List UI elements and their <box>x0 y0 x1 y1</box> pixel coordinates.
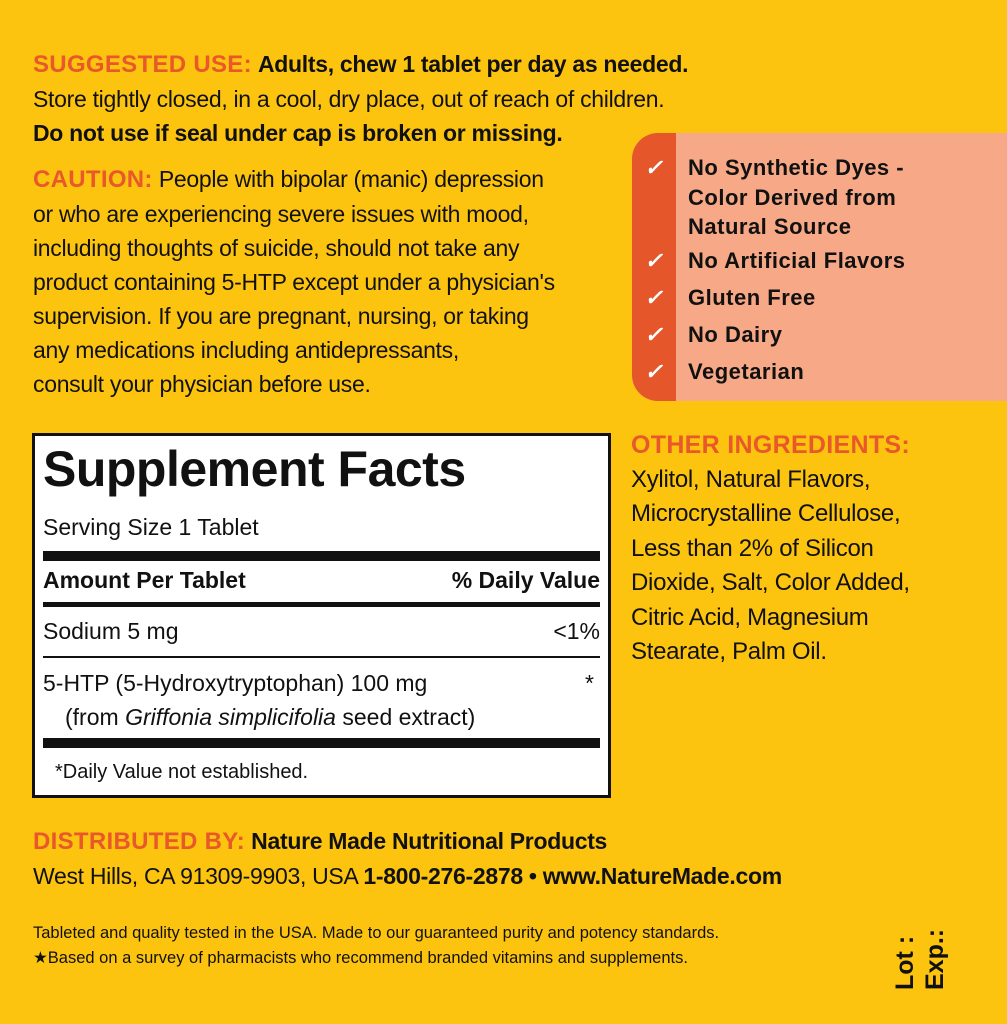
caution-line: including thoughts of suicide, should no… <box>33 235 520 261</box>
distributor-label: DISTRIBUTED BY: <box>33 828 246 855</box>
ingredient-line: Microcrystalline Cellulose, <box>631 500 901 527</box>
col-daily-value: % Daily Value <box>451 567 600 593</box>
check-icon: ✓ <box>644 359 664 384</box>
seal-warning: Do not use if seal under cap is broken o… <box>33 120 563 146</box>
claims-panel: ✓ No Synthetic Dyes - Color Derived from … <box>632 133 1007 401</box>
suggested-use: SUGGESTED USE: Adults, chew 1 tablet per… <box>33 47 689 150</box>
suggested-use-text: Adults, chew 1 tablet per day as needed. <box>258 51 689 77</box>
caution: CAUTION: People with bipolar (manic) dep… <box>33 162 555 401</box>
footer-line: ★Based on a survey of pharmacists who re… <box>33 949 688 967</box>
divider-medium <box>43 602 600 607</box>
divider-thin <box>43 656 600 658</box>
other-ingredients: OTHER INGREDIENTS: Xylitol, Natural Flav… <box>631 428 910 670</box>
check-icon: ✓ <box>644 285 664 310</box>
check-icon: ✓ <box>644 322 664 347</box>
claims-strip <box>632 133 676 401</box>
divider-thick <box>43 738 600 748</box>
row-name: 5-HTP (5-Hydroxytryptophan) 100 mg <box>43 670 428 696</box>
suggested-use-label: SUGGESTED USE: <box>33 51 252 78</box>
storage-text: Store tightly closed, in a cool, dry pla… <box>33 86 665 112</box>
serving-size: Serving Size 1 Tablet <box>43 514 259 540</box>
caution-line: consult your physician before use. <box>33 371 371 397</box>
row-dv: <1% <box>553 618 600 644</box>
facts-title: Supplement Facts <box>43 441 466 497</box>
caution-line: product containing 5-HTP except under a … <box>33 269 555 295</box>
caution-line: People with bipolar (manic) depression <box>158 166 544 192</box>
supplement-facts-panel: Supplement Facts Serving Size 1 Tablet A… <box>32 433 611 798</box>
claim-item: ✓ No Artificial Flavors <box>632 246 906 276</box>
caution-label: CAUTION: <box>33 166 153 193</box>
address: West Hills, CA 91309-9903, USA <box>33 863 364 889</box>
ingredient-line: Dioxide, Salt, Color Added, <box>631 569 910 596</box>
ingredient-line: Citric Acid, Magnesium <box>631 603 869 631</box>
footnote: *Daily Value not established. <box>55 761 309 783</box>
caution-line: supervision. If you are pregnant, nursin… <box>33 303 529 329</box>
website-link: www.NatureMade.com <box>542 863 782 889</box>
caution-line: any medications including antidepressant… <box>33 337 459 363</box>
distributor: DISTRIBUTED BY: Nature Made Nutritional … <box>33 828 782 889</box>
claim-item: ✓ Vegetarian <box>632 357 804 387</box>
other-ingredients-label: OTHER INGREDIENTS: <box>631 431 911 459</box>
divider-thick <box>43 551 600 561</box>
ingredient-line: Stearate, Palm Oil. <box>631 638 827 665</box>
phone: 1-800-276-2878 <box>363 863 523 889</box>
check-icon: ✓ <box>644 248 664 273</box>
lot-label: Lot : <box>891 935 919 990</box>
lot-exp: Lot : Exp.: <box>890 929 950 990</box>
footer-line: Tableted and quality tested in the USA. … <box>33 924 720 942</box>
claim-item: ✓ No Synthetic Dyes - Color Derived from … <box>632 153 904 242</box>
footer: Tableted and quality tested in the USA. … <box>33 921 719 971</box>
row-source: (from Griffonia simplicifolia seed extra… <box>65 704 476 730</box>
check-icon: ✓ <box>644 155 664 180</box>
caution-line: or who are experiencing severe issues wi… <box>33 201 529 227</box>
row-name: Sodium 5 mg <box>43 618 179 644</box>
ingredient-line: Xylitol, Natural Flavors, <box>631 465 871 493</box>
ingredient-line: Less than 2% of Silicon <box>631 534 874 562</box>
col-amount: Amount Per Tablet <box>43 567 246 593</box>
exp-label: Exp.: <box>921 928 949 990</box>
row-dv: * <box>585 670 594 696</box>
claim-item: ✓ Gluten Free <box>632 283 816 313</box>
distributor-name: Nature Made Nutritional Products <box>251 828 608 854</box>
claim-item: ✓ No Dairy <box>632 320 782 350</box>
